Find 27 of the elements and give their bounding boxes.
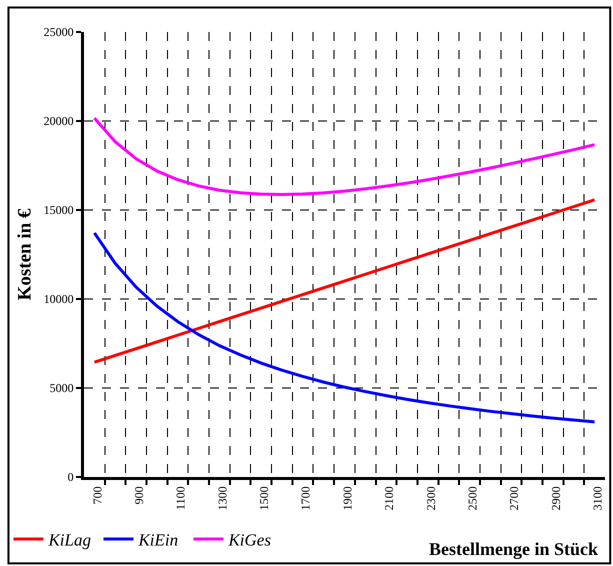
x-tick-label: 700: [90, 486, 104, 504]
x-tick-label: 2700: [507, 486, 522, 510]
legend-label: KiEin: [137, 530, 178, 550]
x-tick-label: 3100: [590, 486, 604, 510]
y-tick-label: 15000: [44, 203, 74, 218]
x-tick-label: 900: [132, 486, 146, 504]
x-tick-label: 1100: [174, 486, 188, 510]
legend-label: KiLag: [47, 530, 91, 550]
y-axis-title: Kosten in €: [14, 208, 36, 300]
line-series: [92, 231, 596, 424]
legend-label: KiGes: [227, 530, 272, 550]
x-tick-label: 2900: [548, 486, 563, 510]
x-tick-label: 1900: [340, 486, 354, 510]
x-tick-label: 2300: [424, 486, 438, 510]
y-tick-label: 0: [68, 470, 74, 484]
x-tick-label: 1500: [257, 486, 272, 510]
x-tick-label: 2500: [465, 486, 480, 510]
y-tick-label: 10000: [44, 292, 74, 306]
x-axis-title: Bestellmenge in Stück: [429, 539, 598, 559]
line-series: [92, 116, 596, 196]
y-tick-label: 5000: [50, 381, 74, 396]
y-tick-label: 20000: [44, 114, 74, 128]
x-tick-label: 1700: [298, 486, 313, 510]
x-tick-label: 1300: [215, 486, 230, 510]
y-tick-label: 25000: [44, 25, 74, 40]
line-series: [92, 198, 596, 364]
x-tick-label: 2100: [382, 486, 396, 510]
